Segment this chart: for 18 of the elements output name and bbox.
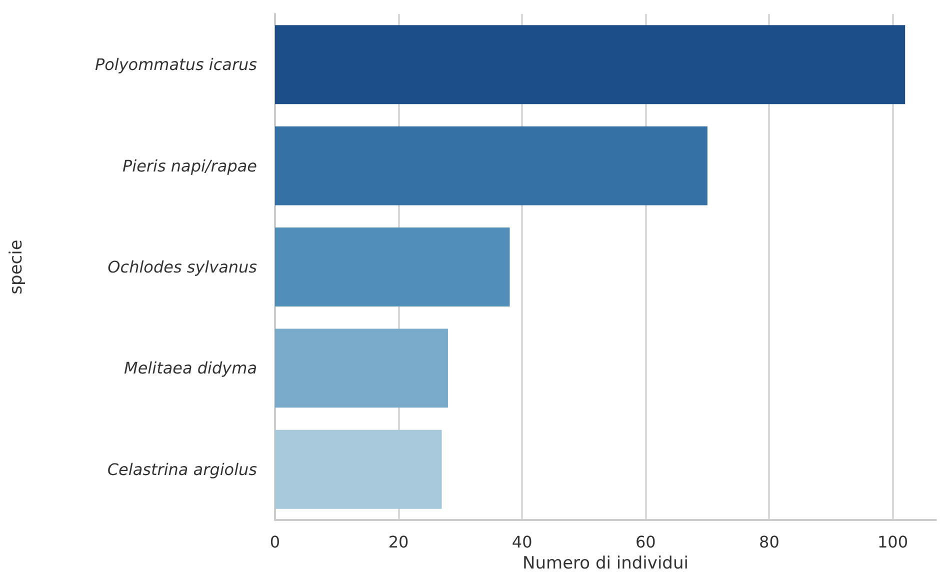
x-tick-label: 80 <box>759 532 780 552</box>
y-axis-title: specie <box>6 240 26 294</box>
y-tick-label: Polyommatus icarus <box>94 55 257 74</box>
x-tick-label: 0 <box>270 532 280 552</box>
x-tick-label: 20 <box>388 532 409 552</box>
bar <box>275 228 510 306</box>
x-tick-label: 60 <box>635 532 656 552</box>
x-axis-title: Numero di individui <box>522 553 688 574</box>
bar <box>275 126 708 206</box>
y-tick-label: Melitaea didyma <box>124 358 257 378</box>
y-tick-label: Pieris napi/rapae <box>122 156 258 176</box>
x-tick-label: 100 <box>877 532 908 552</box>
y-tick-label: Ochlodes sylvanus <box>108 258 257 276</box>
x-tick-label: 40 <box>512 532 532 552</box>
bar <box>275 328 448 408</box>
y-tick-label: Celastrina argiolus <box>107 460 257 479</box>
bar <box>275 430 442 509</box>
bar <box>275 25 906 104</box>
